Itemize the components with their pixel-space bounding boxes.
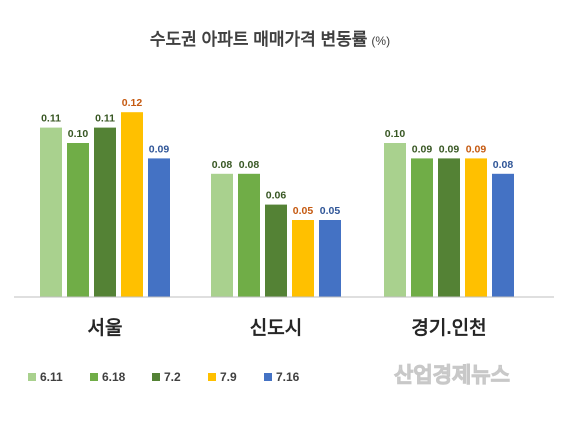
- category-label-2: 경기.인천: [411, 317, 486, 339]
- legend-label-7.16: 7.16: [276, 370, 300, 384]
- legend-swatch-7.9: [208, 373, 216, 381]
- data-label-7.2-2: 0.09: [439, 143, 460, 155]
- category-labels: 서울 신도시 경기.인천: [88, 317, 487, 339]
- bar-7.16-2: [492, 173, 514, 297]
- legend-label-7.2: 7.2: [164, 370, 181, 384]
- bar-6.18-2: [411, 158, 433, 297]
- data-label-7.9-1: 0.05: [293, 205, 314, 217]
- legend-label-7.9: 7.9: [220, 370, 237, 384]
- category-label-1: 신도시: [250, 317, 302, 339]
- chart-title: 수도권 아파트 매매가격 변동률 (%): [150, 30, 390, 49]
- bar-7.9-2: [465, 158, 487, 297]
- bar-6.18-0: [67, 143, 89, 297]
- bar-6.18-1: [238, 173, 260, 297]
- data-label-7.16-1: 0.05: [320, 205, 341, 217]
- data-label-7.9-0: 0.12: [122, 97, 143, 109]
- data-label-6.11-1: 0.08: [212, 159, 233, 171]
- data-label-7.16-0: 0.09: [149, 143, 170, 155]
- bar-7.9-0: [121, 112, 143, 297]
- bar-7.2-1: [265, 204, 287, 297]
- chart-title-text: 수도권 아파트 매매가격 변동률: [150, 30, 368, 49]
- watermark-text: 산업경제뉴스: [394, 364, 510, 387]
- bar-7.16-1: [319, 220, 341, 297]
- legend-label-6.18: 6.18: [102, 370, 126, 384]
- data-label-7.9-2: 0.09: [466, 143, 487, 155]
- bars-layer: 0.11 0.10 0.11 0.12 0.09 0.08 0.08 0.06 0.05 0.05…: [40, 97, 514, 297]
- data-label-6.11-0: 0.11: [41, 113, 61, 125]
- bar-6.11-0: [40, 127, 62, 297]
- legend-swatch-7.2: [152, 373, 160, 381]
- legend-swatch-7.16: [264, 373, 272, 381]
- bar-6.11-1: [211, 173, 233, 297]
- bar-7.2-2: [438, 158, 460, 297]
- legend-swatch-6.18: [90, 373, 98, 381]
- legend-label-6.11: 6.11: [40, 370, 63, 384]
- bar-7.2-0: [94, 127, 116, 297]
- data-label-7.16-2: 0.08: [493, 159, 514, 171]
- legend: 6.11 6.18 7.2 7.9 7.16: [28, 370, 300, 384]
- data-label-6.11-2: 0.10: [385, 128, 406, 140]
- bar-7.16-0: [148, 158, 170, 297]
- category-label-0: 서울: [88, 317, 123, 339]
- bar-7.9-1: [292, 220, 314, 297]
- data-label-7.2-0: 0.11: [95, 113, 115, 125]
- data-label-6.18-0: 0.10: [68, 128, 89, 140]
- data-label-7.2-1: 0.06: [266, 190, 287, 202]
- data-label-6.18-2: 0.09: [412, 143, 433, 155]
- chart-title-unit: (%): [371, 34, 390, 48]
- bar-6.11-2: [384, 143, 406, 297]
- legend-swatch-6.11: [28, 373, 36, 381]
- data-label-6.18-1: 0.08: [239, 159, 260, 171]
